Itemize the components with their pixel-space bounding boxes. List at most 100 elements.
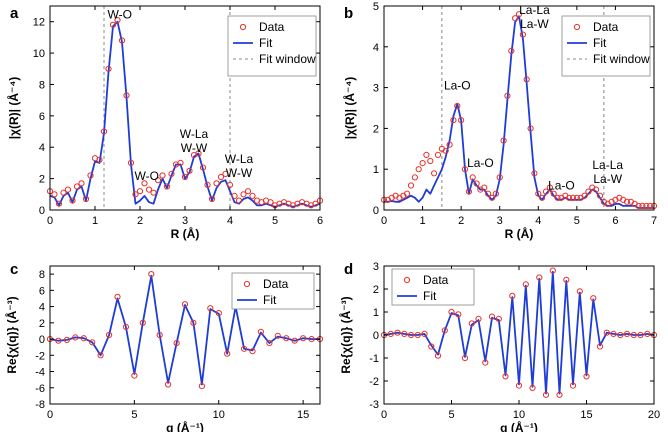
- data-point: [549, 267, 556, 274]
- data-point: [148, 271, 155, 278]
- y-tick-label: 3: [373, 261, 379, 273]
- data-point: [283, 335, 290, 342]
- data-point: [421, 330, 428, 337]
- data-point: [249, 348, 256, 355]
- data-point: [610, 330, 617, 337]
- y-tick-label: 10: [33, 48, 45, 60]
- x-tick-label: 1: [92, 215, 98, 227]
- y-tick-label: 2: [373, 123, 379, 135]
- data-point: [617, 331, 624, 339]
- data-point: [414, 331, 421, 339]
- data-point: [100, 128, 108, 135]
- panel-label: a: [10, 5, 19, 22]
- data-point: [122, 323, 130, 330]
- legend-box: [561, 15, 651, 77]
- x-tick-label: 10: [213, 409, 225, 421]
- data-point: [64, 186, 72, 193]
- x-tick-label: 5: [574, 215, 580, 227]
- data-point: [312, 200, 319, 207]
- peak-annotation: W-W: [226, 166, 253, 180]
- data-point: [141, 180, 148, 187]
- data-point: [643, 202, 650, 209]
- data-point: [69, 197, 76, 204]
- data-point: [89, 339, 96, 346]
- peak-annotation: W-O: [108, 8, 132, 22]
- data-point: [109, 21, 117, 28]
- data-point: [428, 343, 435, 350]
- x-axis-label: q (Å⁻¹): [166, 420, 204, 432]
- data-point: [573, 194, 581, 201]
- x-axis-label: q (Å⁻¹): [500, 420, 538, 432]
- y-tick-label: 6: [39, 111, 45, 123]
- data-point: [105, 65, 112, 72]
- legend-data-marker: [573, 23, 581, 31]
- data-point: [563, 276, 570, 283]
- data-point: [266, 340, 273, 347]
- x-tick-label: 0: [381, 409, 387, 421]
- legend-label: Fit window: [259, 52, 316, 66]
- y-tick-label: 0: [373, 330, 379, 342]
- data-point: [495, 315, 502, 322]
- data-point: [546, 184, 554, 191]
- data-point: [208, 195, 216, 203]
- x-tick-label: 0: [47, 215, 53, 227]
- y-tick-label: -1: [369, 353, 379, 365]
- data-point: [442, 147, 449, 154]
- data-point: [596, 343, 604, 350]
- data-point: [267, 199, 274, 206]
- data-point: [73, 183, 81, 190]
- data-point: [51, 191, 58, 198]
- data-point: [106, 331, 113, 339]
- data-point: [198, 383, 205, 390]
- data-point: [177, 159, 184, 166]
- x-tick-label: 5: [131, 409, 137, 421]
- data-point: [644, 330, 651, 337]
- data-point: [585, 188, 592, 195]
- data-point: [244, 188, 252, 195]
- data-point: [165, 381, 172, 388]
- data-point: [173, 340, 180, 347]
- data-point: [647, 202, 654, 209]
- legend-label: Fit window: [593, 52, 650, 66]
- data-point: [623, 198, 631, 205]
- data-point: [415, 166, 422, 173]
- data-point: [485, 190, 492, 197]
- data-point: [308, 336, 315, 343]
- data-point: [55, 337, 62, 344]
- data-point: [387, 330, 394, 337]
- peak-annotation: La-O: [444, 79, 471, 93]
- data-point: [590, 295, 597, 302]
- data-point: [623, 330, 631, 337]
- y-tick-label: 0: [39, 205, 45, 217]
- data-point: [407, 331, 415, 339]
- data-point: [509, 292, 516, 299]
- legend-data-marker: [239, 23, 247, 31]
- data-point: [159, 172, 166, 179]
- data-point: [411, 174, 418, 181]
- data-point: [527, 125, 534, 132]
- data-point: [465, 188, 472, 195]
- data-point: [404, 190, 411, 197]
- data-point: [637, 331, 644, 339]
- y-tick-label: 8: [39, 79, 45, 91]
- data-point: [132, 191, 139, 198]
- data-point: [423, 151, 430, 158]
- y-tick-label: 5: [373, 1, 379, 13]
- data-point: [469, 174, 476, 181]
- y-tick-label: 0: [373, 205, 379, 217]
- data-point: [168, 170, 175, 177]
- panel-d: d 0 5 10 15 20 -3 -2 -1 0 1 2 3 q (Å⁻¹) Re{χ(q)} (Å⁻³)…: [338, 261, 660, 432]
- data-point: [434, 151, 442, 158]
- x-axis-label: R (Å): [171, 226, 200, 241]
- data-point: [502, 373, 509, 380]
- y-tick-label: 2: [39, 318, 45, 330]
- data-point: [300, 335, 307, 342]
- data-point: [569, 382, 577, 389]
- x-tick-label: 6: [317, 215, 323, 227]
- data-point: [139, 319, 146, 326]
- data-point: [427, 157, 434, 165]
- data-point: [213, 180, 220, 187]
- data-point: [566, 194, 573, 201]
- y-tick-label: -2: [369, 376, 379, 388]
